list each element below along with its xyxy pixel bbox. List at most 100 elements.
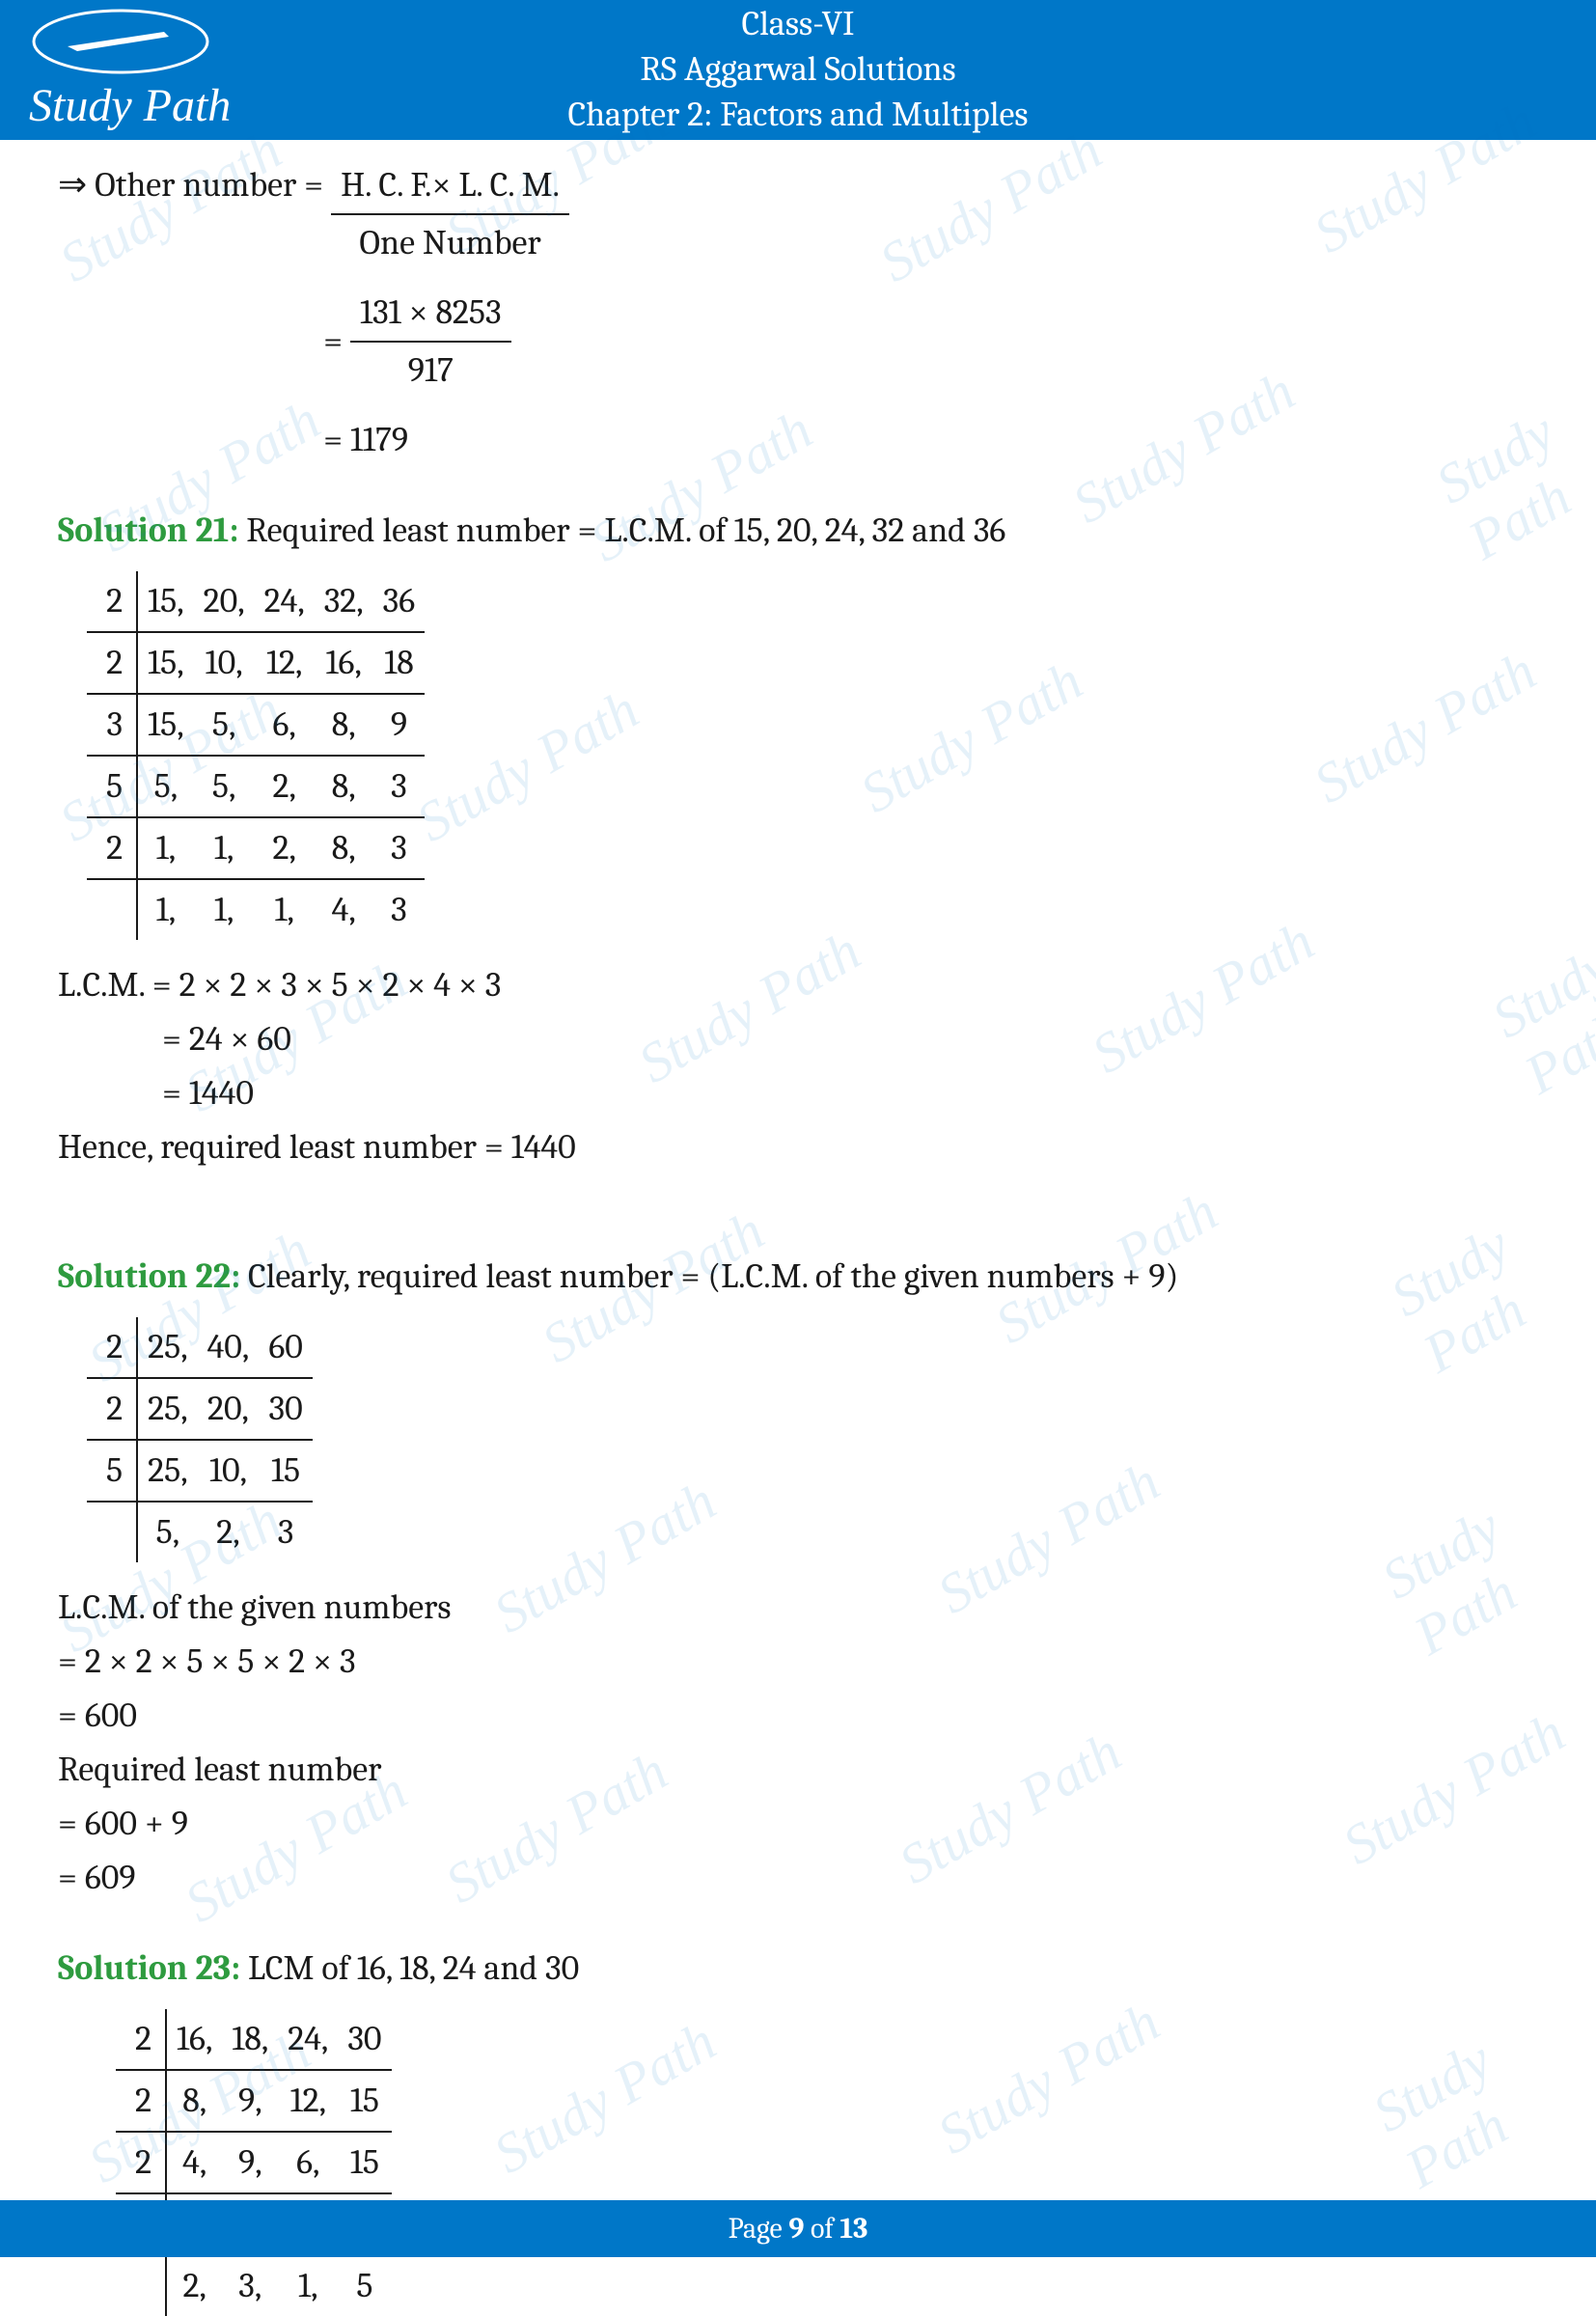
eq-row-1: H. C. F.× L. C. M. One Number [323, 159, 577, 269]
value-cell: 30 [259, 1378, 313, 1440]
frac1-den: One Number [331, 215, 569, 269]
value-cell: 5, [137, 1502, 197, 1562]
value-cell: 15 [259, 1440, 313, 1502]
page-content: ⇒ Other number = H. C. F.× L. C. M. One … [0, 140, 1596, 2316]
lcm-table-23: 216,18,24,3028,9,12,1524,9,6,1532,9,3,15… [116, 2009, 392, 2316]
value-cell: 1, [137, 817, 194, 879]
solution-22-text: Clearly, required least number = (L.C.M.… [240, 1256, 1178, 1296]
value-cell: 16, [315, 632, 373, 694]
value-cell: 6, [278, 2132, 338, 2193]
solution-21-text: Required least number = L.C.M. of 15, 20… [238, 510, 1005, 550]
class-title: Class-VI [29, 2, 1567, 47]
value-cell: 2, [255, 817, 315, 879]
value-cell: 1, [194, 817, 255, 879]
value-cell: 15, [137, 632, 194, 694]
value-cell: 9, [222, 2070, 278, 2132]
value-cell: 15, [137, 694, 194, 756]
value-cell: 12, [278, 2070, 338, 2132]
solution-22-label: Solution 22: [58, 1256, 240, 1296]
value-cell: 2, [198, 1502, 260, 1562]
value-cell: 1, [255, 879, 315, 940]
divisor-cell: 5 [87, 756, 137, 817]
value-cell: 6, [255, 694, 315, 756]
value-cell: 20, [194, 571, 255, 632]
divisor-cell: 2 [116, 2132, 166, 2193]
value-cell: 3 [259, 1502, 313, 1562]
footer-total: 13 [839, 2212, 867, 2246]
value-cell: 9, [222, 2132, 278, 2193]
sol21-calc3: = 1440 [58, 1067, 1538, 1119]
value-cell: 15 [338, 2132, 391, 2193]
divisor-cell: 2 [87, 571, 137, 632]
divisor-cell: 2 [87, 1317, 137, 1378]
value-cell: 5, [194, 756, 255, 817]
sol21-calc1: L.C.M. = 2 × 2 × 3 × 5 × 2 × 4 × 3 [58, 959, 1538, 1011]
value-cell: 16, [166, 2009, 222, 2070]
divisor-cell: 2 [87, 817, 137, 879]
solution-23-intro: Solution 23: LCM of 16, 18, 24 and 30 [58, 1943, 1538, 1995]
value-cell: 1, [278, 2255, 338, 2316]
eq-lhs: ⇒ Other number = [58, 159, 323, 211]
divisor-cell: 3 [87, 694, 137, 756]
divisor-cell: 2 [116, 2070, 166, 2132]
value-cell: 1, [137, 879, 194, 940]
value-cell: 8, [315, 694, 373, 756]
value-cell: 5, [137, 756, 194, 817]
value-cell: 8, [315, 817, 373, 879]
value-cell: 25, [137, 1378, 197, 1440]
chapter-title: Chapter 2: Factors and Multiples [29, 93, 1567, 138]
value-cell: 24, [278, 2009, 338, 2070]
value-cell: 40, [198, 1317, 260, 1378]
value-cell: 25, [137, 1317, 197, 1378]
frac2-den: 917 [350, 343, 511, 397]
footer-page: 9 [788, 2212, 804, 2246]
value-cell: 25, [137, 1440, 197, 1502]
value-cell: 20, [198, 1378, 260, 1440]
divisor-cell: 2 [116, 2009, 166, 2070]
eq-rhs: H. C. F.× L. C. M. One Number = 131 × 82… [323, 159, 577, 466]
value-cell: 36 [373, 571, 426, 632]
fraction-2: 131 × 8253 917 [350, 287, 511, 397]
value-cell: 8, [315, 756, 373, 817]
value-cell: 12, [255, 632, 315, 694]
value-cell: 4, [315, 879, 373, 940]
value-cell: 18, [222, 2009, 278, 2070]
sol22-calc3: = 600 [58, 1690, 1538, 1742]
divisor-cell: 5 [87, 1440, 137, 1502]
sol22-calc2: = 2 × 2 × 5 × 5 × 2 × 3 [58, 1636, 1538, 1688]
footer-pre: Page [729, 2212, 789, 2246]
page-header: Study Path Class-VI RS Aggarwal Solution… [0, 0, 1596, 140]
frac2-num: 131 × 8253 [350, 287, 511, 343]
divisor-cell [87, 1502, 137, 1562]
frac1-num: H. C. F.× L. C. M. [331, 159, 569, 215]
value-cell: 3, [222, 2255, 278, 2316]
value-cell: 1, [194, 879, 255, 940]
sol21-calc4: Hence, required least number = 1440 [58, 1121, 1538, 1173]
value-cell: 3 [373, 817, 426, 879]
value-cell: 18 [373, 632, 426, 694]
divisor-cell: 2 [87, 632, 137, 694]
value-cell: 2, [166, 2255, 222, 2316]
value-cell: 15, [137, 571, 194, 632]
lcm-table-21: 215,20,24,32,36215,10,12,16,18315,5,6,8,… [87, 571, 425, 940]
fraction-1: H. C. F.× L. C. M. One Number [331, 159, 569, 269]
solution-20-eq: ⇒ Other number = H. C. F.× L. C. M. One … [58, 159, 1538, 466]
solution-21-label: Solution 21: [58, 510, 238, 550]
divisor-cell: 2 [87, 1378, 137, 1440]
value-cell: 3 [373, 756, 426, 817]
eq-row-3: = 1179 [323, 414, 577, 466]
header-titles: Class-VI RS Aggarwal Solutions Chapter 2… [29, 2, 1567, 137]
value-cell: 5 [338, 2255, 391, 2316]
value-cell: 10, [198, 1440, 260, 1502]
solution-21-intro: Solution 21: Required least number = L.C… [58, 505, 1538, 557]
sol22-calc1: L.C.M. of the given numbers [58, 1582, 1538, 1634]
value-cell: 3 [373, 879, 426, 940]
value-cell: 60 [259, 1317, 313, 1378]
page-footer: Page 9 of 13 [0, 2200, 1596, 2257]
sol22-calc6: = 609 [58, 1852, 1538, 1904]
eq-row-2: = 131 × 8253 917 [323, 287, 577, 397]
value-cell: 15 [338, 2070, 391, 2132]
solution-22-intro: Solution 22: Clearly, required least num… [58, 1251, 1538, 1303]
solution-23-label: Solution 23: [58, 1948, 240, 1988]
footer-mid: of [804, 2212, 839, 2246]
